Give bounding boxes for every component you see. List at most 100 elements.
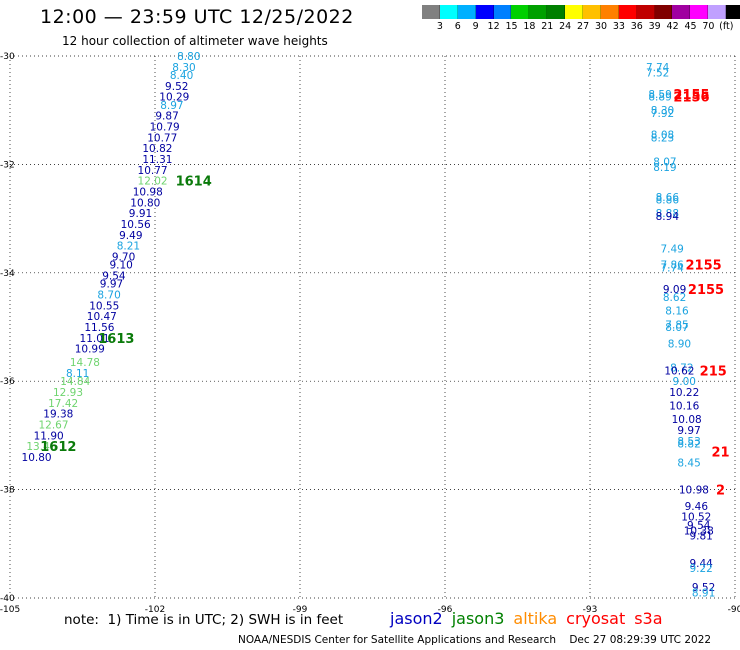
wave-height-label: 10.79 [150,121,180,133]
y-tick-label: -36 [0,377,15,387]
colorbar-cell [618,5,637,19]
wave-height-label: 10.99 [75,344,105,356]
wave-height-label: 7.49 [660,243,683,255]
wave-height-label: 8.16 [665,306,689,318]
colorbar-label: 70 [702,21,715,32]
track-id-label: 2155 [685,259,721,274]
track-id-label: 1614 [176,175,212,190]
wave-height-label: 7.85 [665,319,688,331]
colorbar-label: (ft) [719,21,734,32]
wave-height-label: 9.91 [129,208,152,220]
wave-height-label: 7.52 [646,67,669,79]
colorbar-cell [475,5,494,19]
units-note: note: 1) Time is in UTC; 2) SWH is in fe… [64,612,344,628]
x-tick-label: -96 [438,605,453,615]
wave-height-label: 8.89 [648,92,671,104]
wave-height-label: 8.59 [648,89,671,101]
track-id-label: 2156 [673,91,709,106]
x-tick-label: -105 [0,605,20,615]
wave-height-label: 8.11 [66,368,89,380]
colorbar-cell [708,5,727,19]
wave-height-label: 9.22 [689,563,712,575]
legend-item-cryosat: cryosat [566,609,626,628]
wave-height-label: 9.49 [119,230,142,242]
colorbar-cell [529,5,548,19]
colorbar-labels: 3 6 9 12 15 18 21 24 27 30 33 36 39 42 45 70 (ft) [422,21,740,35]
colorbar-cell [457,5,476,19]
wave-height-label: 10.52 [681,512,711,524]
wave-height-label: 7.74 [646,62,670,74]
colorbar-label: 33 [612,21,625,32]
wave-height-label: 19.38 [43,409,73,421]
wave-height-label: 9.46 [685,501,709,513]
wave-height-label: 8.80 [177,51,200,63]
wave-height-label: 10.98 [133,187,163,199]
wave-height-label: 10.56 [121,219,151,231]
colorbar-cell [511,5,530,19]
wave-height-label: 10.80 [130,197,160,209]
wave-height-label: 12.93 [53,387,83,399]
wave-height-label: 7.92 [651,108,674,120]
wave-height-label: 9.97 [677,425,700,437]
legend-item-jason3: jason3 [451,609,505,628]
wave-height-label: 8.94 [656,211,680,223]
wave-height-label: 8.62 [663,292,686,304]
wave-height-label: 10.29 [159,92,189,104]
colorbar-cell [654,5,673,19]
wave-height-label: 10.77 [147,132,177,144]
wave-height-label: 8.88 [656,208,679,220]
colorbar-cell [493,5,512,19]
wave-height-label: 8.30 [651,105,674,117]
wave-height-label: 8.90 [668,338,691,350]
wave-height-label: 9.54 [687,520,711,532]
track-id-label: 1612 [40,440,76,455]
wave-height-label: 9.87 [155,111,178,123]
colorbar-label: 42 [666,21,679,32]
wave-height-label: 8.08 [651,130,674,142]
wave-height-label: 10.82 [142,143,172,155]
y-tick-label: -32 [0,160,15,170]
colorbar-label: 15 [505,21,518,32]
x-tick-label: -90 [728,605,740,615]
wave-height-label: 8.86 [656,195,680,207]
colorbar-label: 12 [487,21,500,32]
wave-height-label: 9.70 [112,252,135,264]
colorbar-label: 3 [436,21,443,32]
wave-height-label: 8.45 [677,458,700,470]
wave-height-label: 11.01 [80,333,110,345]
wave-height-label: 11.90 [34,430,64,442]
wave-height-label: 9.00 [673,376,696,388]
wave-height-label: 9.44 [689,558,713,570]
wave-height-label: 8.19 [653,162,676,174]
track-id-label: 2 [716,484,725,499]
colorbar-cell [547,5,566,19]
wave-height-label: 8.07 [653,157,676,169]
track-id-label: 2155 [688,283,724,298]
wave-height-label: 8.91 [692,588,715,600]
wave-height-label: 17.42 [48,398,78,410]
colorbar-label: 18 [523,21,536,32]
track-id-label: 2155 [673,88,709,103]
colorbar-cell [636,5,655,19]
colorbar-label: 30 [594,21,608,32]
colorbar-cell [600,5,619,19]
colorbar-label: 36 [630,21,643,32]
wave-height-label: 10.98 [679,485,709,497]
colorbar-label: 21 [541,21,554,32]
colorbar-cell [565,5,584,19]
satellite-legend: jason2 jason3 altika cryosat s3a [390,609,663,628]
wave-height-label: 10.22 [669,387,699,399]
wave-height-label: 7.86 [660,260,684,272]
wave-height-label: 10.16 [669,401,699,413]
y-tick-label: -30 [0,52,15,62]
wave-height-label: 9.97 [100,279,123,291]
track-id-label: 1613 [98,332,134,347]
y-tick-label: -40 [0,594,15,604]
wave-height-label: 9.81 [689,531,712,543]
wave-height-label: 14.78 [70,357,100,369]
wave-height-label: 8.23 [651,132,674,144]
wave-height-label: 12.67 [38,420,68,432]
wave-height-label: 8.97 [160,100,183,112]
colorbar-label: 27 [577,21,590,32]
